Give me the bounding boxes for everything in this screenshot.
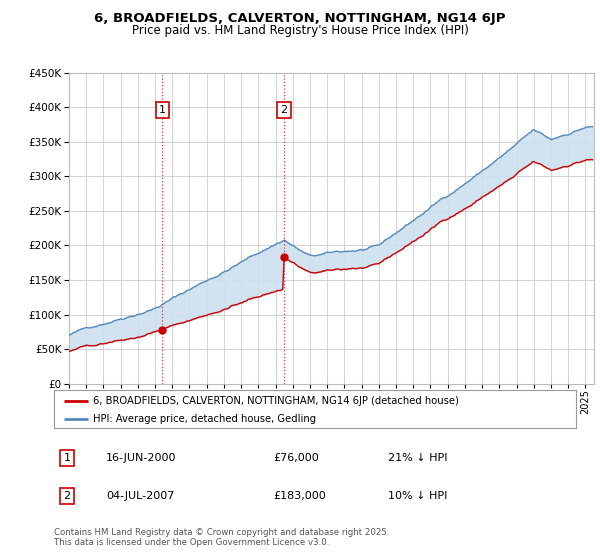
Text: £76,000: £76,000: [273, 452, 319, 463]
Text: 10% ↓ HPI: 10% ↓ HPI: [388, 491, 448, 501]
Text: 1: 1: [159, 105, 166, 115]
Text: 04-JUL-2007: 04-JUL-2007: [106, 491, 175, 501]
Text: 16-JUN-2000: 16-JUN-2000: [106, 452, 176, 463]
Text: HPI: Average price, detached house, Gedling: HPI: Average price, detached house, Gedl…: [93, 414, 316, 424]
Text: 1: 1: [64, 452, 71, 463]
Text: £183,000: £183,000: [273, 491, 326, 501]
Text: Price paid vs. HM Land Registry's House Price Index (HPI): Price paid vs. HM Land Registry's House …: [131, 24, 469, 36]
Text: 6, BROADFIELDS, CALVERTON, NOTTINGHAM, NG14 6JP (detached house): 6, BROADFIELDS, CALVERTON, NOTTINGHAM, N…: [93, 396, 459, 406]
Text: 21% ↓ HPI: 21% ↓ HPI: [388, 452, 448, 463]
Text: 2: 2: [281, 105, 288, 115]
Text: 2: 2: [64, 491, 71, 501]
Text: Contains HM Land Registry data © Crown copyright and database right 2025.
This d: Contains HM Land Registry data © Crown c…: [54, 528, 389, 547]
Text: 6, BROADFIELDS, CALVERTON, NOTTINGHAM, NG14 6JP: 6, BROADFIELDS, CALVERTON, NOTTINGHAM, N…: [94, 12, 506, 25]
